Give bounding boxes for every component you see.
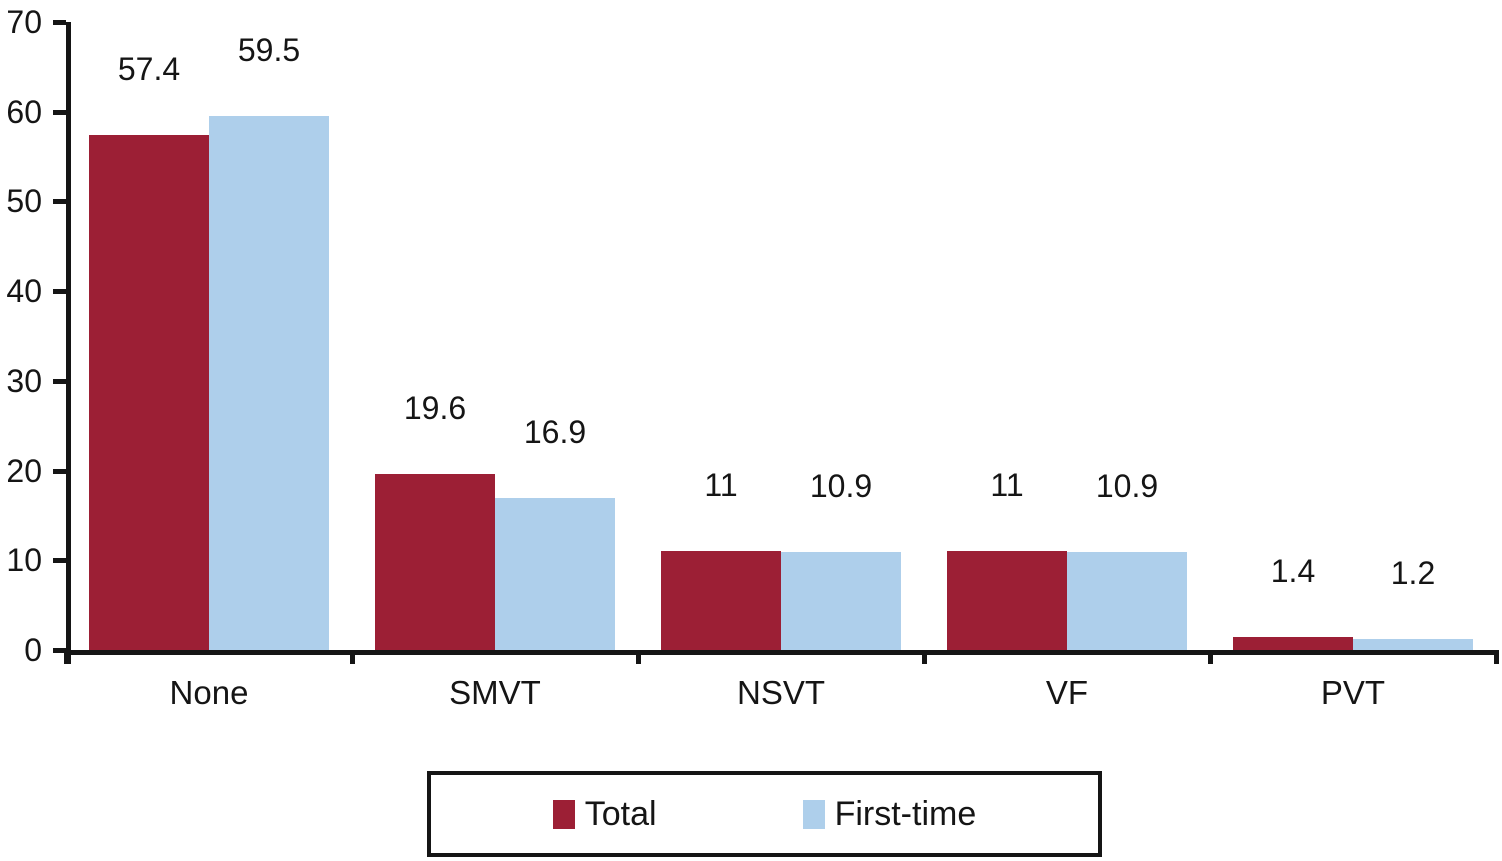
bar-total-pvt — [1233, 637, 1353, 650]
legend-swatch-first-time — [802, 799, 825, 829]
category-label: NSVT — [736, 674, 825, 711]
bar-first-time-none — [209, 116, 329, 650]
x-tick — [350, 650, 355, 664]
x-tick — [64, 650, 69, 664]
x-tick — [922, 650, 927, 664]
y-tick-label: 50 — [6, 183, 42, 220]
value-label-total-pvt: 1.4 — [1270, 553, 1316, 590]
legend-label-first-time: First-time — [834, 795, 977, 833]
y-tick — [53, 648, 66, 653]
y-tick-label: 40 — [6, 273, 42, 310]
value-label-first-time-none: 59.5 — [237, 32, 301, 69]
y-tick — [53, 109, 66, 115]
value-label-first-time-vf: 10.9 — [1095, 468, 1159, 505]
y-tick-label: 0 — [24, 632, 42, 668]
category-label: None — [169, 674, 249, 711]
x-tick — [1208, 650, 1213, 664]
y-tick — [53, 558, 66, 564]
value-label-total-nsvt: 11 — [704, 467, 738, 504]
bar-first-time-vf — [1067, 552, 1187, 650]
category-label: VF — [1045, 674, 1089, 711]
y-tick-label: 70 — [6, 4, 42, 40]
bar-total-smvt — [375, 474, 495, 650]
legend: Total First-time — [427, 771, 1102, 857]
category-label: PVT — [1320, 674, 1386, 711]
value-label-first-time-nsvt: 10.9 — [809, 468, 873, 505]
legend-label-total: Total — [584, 795, 657, 833]
y-tick — [53, 468, 66, 474]
y-tick-label: 20 — [6, 452, 42, 489]
value-label-first-time-smvt: 16.9 — [523, 414, 587, 451]
y-axis — [66, 22, 71, 664]
y-tick-label: 60 — [6, 93, 42, 130]
bar-total-nsvt — [661, 551, 781, 650]
bar-total-none — [89, 135, 209, 650]
value-label-total-vf: 11 — [990, 467, 1024, 504]
x-tick — [636, 650, 641, 664]
y-tick — [53, 20, 66, 25]
bar-first-time-pvt — [1353, 639, 1473, 650]
legend-swatch-total — [552, 799, 575, 829]
legend-item-total: Total — [552, 795, 657, 833]
value-label-total-smvt: 19.6 — [403, 390, 467, 427]
y-tick — [53, 289, 66, 295]
value-label-first-time-pvt: 1.2 — [1390, 555, 1436, 592]
bar-first-time-smvt — [495, 498, 615, 650]
value-label-total-none: 57.4 — [117, 51, 181, 88]
y-tick — [53, 199, 66, 205]
bar-total-vf — [947, 551, 1067, 650]
x-tick — [1494, 650, 1499, 664]
x-axis — [66, 650, 1496, 655]
y-tick-label: 30 — [6, 362, 42, 399]
legend-item-first-time: First-time — [802, 795, 977, 833]
y-tick — [53, 378, 66, 384]
y-tick-label: 10 — [6, 542, 42, 579]
bar-first-time-nsvt — [781, 552, 901, 650]
category-label: SMVT — [449, 674, 541, 711]
